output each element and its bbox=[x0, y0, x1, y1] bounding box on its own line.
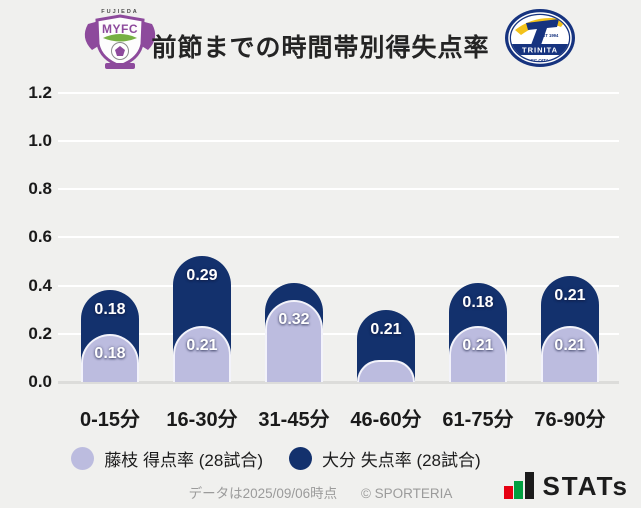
fujieda-monogram: MYFC bbox=[102, 22, 138, 36]
bar-label-oita-61-75分: 0.18 bbox=[462, 294, 494, 311]
trinita-banner bbox=[511, 44, 569, 55]
bar-label-oita-0-15分: 0.18 bbox=[94, 301, 126, 318]
oita-swatch-icon bbox=[289, 447, 312, 470]
fujieda-ribbon bbox=[105, 63, 135, 69]
trinita-sub-text: FC OITA bbox=[531, 58, 549, 63]
page-title: 前節までの時間帯別得失点率 bbox=[151, 34, 490, 62]
legend: 藤枝 得点率 (28試合) 大分 失点率 (28試合) bbox=[0, 446, 552, 471]
trinita-est-text: EST 1994 bbox=[540, 33, 559, 38]
gridline-0.4 bbox=[58, 284, 619, 287]
brand-wordmark: STATs bbox=[542, 471, 629, 501]
bar-fujieda-31-45分 bbox=[265, 300, 323, 382]
bar-fujieda-76-90分 bbox=[541, 326, 599, 382]
bar-label-fujieda-0-15分: 0.18 bbox=[94, 345, 126, 362]
gridline-0.8 bbox=[58, 188, 619, 191]
bar-label-fujieda-16-30分: 0.21 bbox=[186, 337, 218, 354]
trinita-inner-ring bbox=[508, 12, 572, 64]
x-tick-61-75分: 61-75分 bbox=[442, 409, 514, 431]
copyright-text: © SPORTERIA bbox=[360, 486, 453, 501]
trinita-t-glyph bbox=[526, 19, 559, 45]
y-tick-0.4: 0.4 bbox=[28, 275, 52, 295]
x-tick-76-90分: 76-90分 bbox=[534, 409, 606, 431]
y-tick-0.8: 0.8 bbox=[28, 179, 52, 199]
y-tick-0.0: 0.0 bbox=[28, 372, 52, 391]
legend-label-fujieda: 藤枝 得点率 (28試合) bbox=[104, 451, 263, 470]
oita-trinita-logo: EST 1994 TRINITA FC OITA bbox=[505, 9, 575, 67]
x-tick-46-60分: 46-60分 bbox=[350, 409, 422, 431]
x-tick-16-30分: 16-30分 bbox=[166, 409, 238, 431]
legend-item-fujieda: 藤枝 得点率 (28試合) bbox=[71, 446, 263, 471]
x-tick-0-15分: 0-15分 bbox=[79, 409, 141, 431]
bar-label-fujieda-31-45分: 0.32 bbox=[278, 311, 310, 328]
gridline-0.6 bbox=[58, 236, 619, 239]
x-axis-baseline bbox=[58, 381, 619, 384]
y-tick-1.2: 1.2 bbox=[28, 82, 52, 102]
fujieda-myfc-logo: FUJIEDA MYFC bbox=[84, 9, 156, 69]
y-tick-0.6: 0.6 bbox=[28, 227, 52, 247]
gridline-0.2 bbox=[58, 332, 619, 335]
bar-label-oita-16-30分: 0.29 bbox=[186, 267, 218, 284]
bar-label-oita-76-90分: 0.21 bbox=[554, 287, 586, 304]
bar-label-fujieda-76-90分: 0.21 bbox=[554, 337, 586, 354]
fujieda-swatch-icon bbox=[71, 447, 95, 470]
bar-label-fujieda-61-75分: 0.21 bbox=[462, 337, 494, 354]
bar-fujieda-0-15分 bbox=[81, 334, 139, 382]
bar-label-oita-46-60分: 0.21 bbox=[370, 321, 402, 338]
gridline-1.2 bbox=[58, 91, 619, 94]
brand-red-bar-icon bbox=[504, 486, 514, 499]
footer: データは2025/09/06時点 © SPORTERIA bbox=[0, 482, 641, 502]
y-tick-1.0: 1.0 bbox=[28, 131, 52, 150]
legend-item-oita: 大分 失点率 (28試合) bbox=[289, 446, 481, 471]
data-timestamp-note: データは2025/09/06時点 bbox=[188, 486, 338, 501]
stats-brand-logo: STATs bbox=[504, 472, 629, 499]
y-tick-0.2: 0.2 bbox=[28, 323, 52, 343]
x-tick-31-45分: 31-45分 bbox=[258, 409, 330, 431]
fujieda-ball-pentagon bbox=[115, 46, 125, 56]
bar-fujieda-61-75分 bbox=[449, 326, 507, 382]
bar-fujieda-16-30分 bbox=[173, 326, 231, 382]
legend-label-oita: 大分 失点率 (28試合) bbox=[322, 451, 481, 470]
fujieda-logo-top-text: FUJIEDA bbox=[101, 9, 139, 15]
brand-green-bar-icon bbox=[514, 481, 524, 499]
trinita-banner-text: TRINITA bbox=[522, 46, 558, 55]
brand-dark-bar-icon bbox=[525, 472, 535, 499]
gridline-1.0 bbox=[58, 140, 619, 142]
fujieda-green-swoosh bbox=[103, 34, 137, 42]
